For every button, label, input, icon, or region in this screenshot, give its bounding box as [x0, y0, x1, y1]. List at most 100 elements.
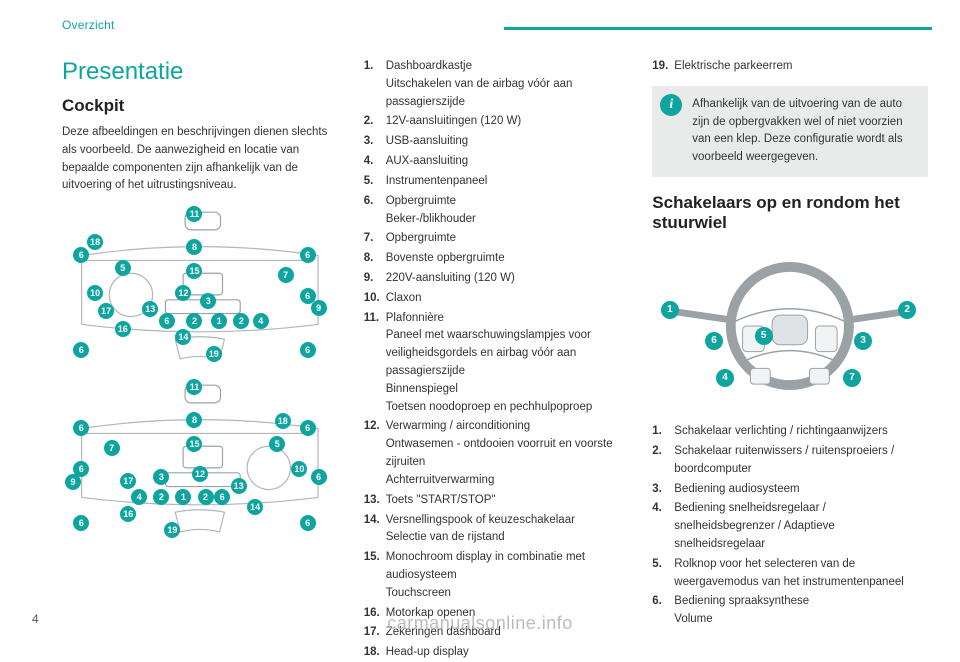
item-number: 14.: [364, 512, 386, 548]
list-item: 6.OpbergruimteBeker-/blikhouder: [364, 193, 627, 229]
column-1: Presentatie Cockpit Deze afbeeldingen en…: [62, 58, 338, 598]
callout-marker: 6: [159, 313, 175, 329]
cockpit-list: 1.DashboardkastjeUitschakelen van de air…: [364, 58, 627, 662]
item-number: 11.: [364, 310, 386, 417]
callout-marker: 18: [87, 234, 103, 250]
item-text: USB-aansluiting: [386, 133, 627, 151]
item-text: Elektrische parkeerrem: [674, 58, 928, 76]
item-text: 220V-aansluiting (120 W): [386, 270, 627, 288]
list-item: 14.Versnellingspook of keuzeschakelaarSe…: [364, 512, 627, 548]
item-line: Beker-/blikhouder: [386, 211, 627, 229]
item-text: AUX-aansluiting: [386, 153, 627, 171]
list-item: 4.AUX-aansluiting: [364, 153, 627, 171]
callout-marker: 6: [73, 247, 89, 263]
item-line: USB-aansluiting: [386, 133, 627, 151]
list-item: 3.Bediening audiosysteem: [652, 481, 928, 499]
item-number: 16.: [364, 605, 386, 623]
item-number: 18.: [364, 644, 386, 662]
item-line: Toets "START/STOP": [386, 492, 627, 510]
callout-marker: 6: [311, 469, 327, 485]
item-text: Toets "START/STOP": [386, 492, 627, 510]
callout-marker: 12: [192, 466, 208, 482]
list-item: 12.Verwarming / airconditioningOntwaseme…: [364, 418, 627, 489]
callout-marker: 19: [206, 346, 222, 362]
item-line: Uitschakelen van de airbag vóór aan pass…: [386, 76, 627, 112]
list-item: 16.Motorkap openen: [364, 605, 627, 623]
callout-marker: 7: [843, 369, 861, 387]
steering-heading: Schakelaars op en rondom het stuurwiel: [652, 193, 928, 233]
callout-marker: 3: [854, 332, 872, 350]
callout-marker: 4: [253, 313, 269, 329]
info-text: Afhankelijk van de uitvoering van de aut…: [692, 98, 902, 163]
callout-marker: 5: [755, 327, 773, 345]
item-text: Schakelaar verlichting / richtingaanwijz…: [674, 423, 928, 441]
item-line: Plafonnière: [386, 310, 627, 328]
callout-marker: 4: [716, 369, 734, 387]
callout-marker: 16: [115, 321, 131, 337]
item-number: 1.: [364, 58, 386, 111]
list-item: 2.Schakelaar ruitenwissers / ruitensproe…: [652, 443, 928, 479]
item-line: Head-up display: [386, 644, 627, 662]
item-number: 3.: [364, 133, 386, 151]
item-number: 4.: [364, 153, 386, 171]
callout-marker: 11: [186, 206, 202, 222]
item-line: Schakelaar ruitenwissers / ruitensproeie…: [674, 443, 928, 479]
list-item: 10.Claxon: [364, 290, 627, 308]
cockpit-diagram-rhd: 118186671556106917312134212614166619: [62, 378, 338, 543]
columns: Presentatie Cockpit Deze afbeeldingen en…: [62, 58, 928, 598]
item-line: Dashboardkastje: [386, 58, 627, 76]
item-line: Rolknop voor het selecteren van de weerg…: [674, 556, 928, 592]
item-text: 12V-aansluitingen (120 W): [386, 113, 627, 131]
callout-marker: 18: [275, 413, 291, 429]
callout-marker: 2: [198, 489, 214, 505]
callout-marker: 7: [278, 267, 294, 283]
info-box: i Afhankelijk van de uitvoering van de a…: [652, 86, 928, 177]
list-item: 3.USB-aansluiting: [364, 133, 627, 151]
item-line: Bovenste opbergruimte: [386, 250, 627, 268]
item-number: 10.: [364, 290, 386, 308]
cockpit-intro: Deze afbeeldingen en beschrijvingen dien…: [62, 124, 338, 195]
list-item: 6.Bediening spraaksyntheseVolume: [652, 593, 928, 629]
list-item: 2.12V-aansluitingen (120 W): [364, 113, 627, 131]
list-item: 5.Rolknop voor het selecteren van de wee…: [652, 556, 928, 592]
item-text: Rolknop voor het selecteren van de weerg…: [674, 556, 928, 592]
item-line: Motorkap openen: [386, 605, 627, 623]
item-line: Binnenspiegel: [386, 381, 627, 399]
item-number: 5.: [364, 173, 386, 191]
item-text: Bediening snelheidsregelaar / snelheidsb…: [674, 500, 928, 553]
item-text: DashboardkastjeUitschakelen van de airba…: [386, 58, 627, 111]
item-number: 3.: [652, 481, 674, 499]
callout-marker: 1: [211, 313, 227, 329]
item-line: Schakelaar verlichting / richtingaanwijz…: [674, 423, 928, 441]
item-number: 12.: [364, 418, 386, 489]
cockpit-diagram-lhd: 11188665157101236917136212416146619: [62, 205, 338, 370]
manual-page: Overzicht Presentatie Cockpit Deze afbee…: [0, 0, 960, 640]
item-number: 19.: [652, 58, 674, 76]
callout-marker: 6: [300, 420, 316, 436]
list-item: 5.Instrumentenpaneel: [364, 173, 627, 191]
item-number: 1.: [652, 423, 674, 441]
item-text: Bediening spraaksyntheseVolume: [674, 593, 928, 629]
item-text: Monochroom display in combinatie met aud…: [386, 549, 627, 602]
callout-marker: 6: [300, 342, 316, 358]
item-line: 220V-aansluiting (120 W): [386, 270, 627, 288]
item-text: PlafonnièrePaneel met waarschuwingslampj…: [386, 310, 627, 417]
item-line: Toetsen noodoproep en pechhulpoproep: [386, 399, 627, 417]
item-text: Verwarming / airconditioningOntwasemen -…: [386, 418, 627, 489]
item-text: Motorkap openen: [386, 605, 627, 623]
item-line: Touchscreen: [386, 585, 627, 603]
item-line: 12V-aansluitingen (120 W): [386, 113, 627, 131]
callout-marker: 1: [661, 301, 679, 319]
item-line: Ontwasemen - ontdooien voorruit en voors…: [386, 436, 627, 472]
item-text: Opbergruimte: [386, 230, 627, 248]
list-item: 15.Monochroom display in combinatie met …: [364, 549, 627, 602]
item-number: 6.: [652, 593, 674, 629]
item-line: Monochroom display in combinatie met aud…: [386, 549, 627, 585]
item-text: Bediening audiosysteem: [674, 481, 928, 499]
item-line: Verwarming / airconditioning: [386, 418, 627, 436]
item-text: Head-up display: [386, 644, 627, 662]
item-number: 2.: [652, 443, 674, 479]
item-text: Schakelaar ruitenwissers / ruitensproeie…: [674, 443, 928, 479]
callout-marker: 6: [300, 515, 316, 531]
item-number: 13.: [364, 492, 386, 510]
